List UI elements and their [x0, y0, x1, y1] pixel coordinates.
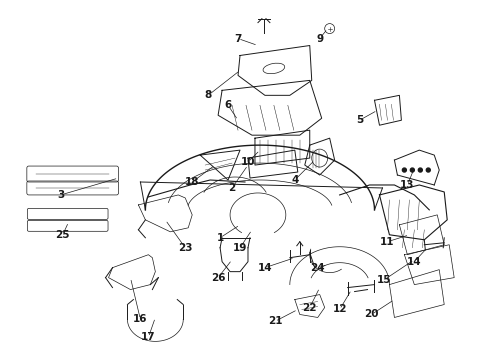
Text: 14: 14 [407, 257, 422, 267]
Circle shape [402, 168, 406, 172]
Text: 16: 16 [133, 314, 147, 324]
Text: 25: 25 [55, 230, 70, 240]
Text: 1: 1 [217, 233, 224, 243]
Text: 3: 3 [57, 190, 64, 200]
Text: 19: 19 [233, 243, 247, 253]
Text: 13: 13 [400, 180, 415, 190]
Text: 6: 6 [224, 100, 232, 110]
Text: 15: 15 [377, 275, 392, 285]
Text: 21: 21 [268, 316, 282, 327]
Text: 11: 11 [380, 237, 395, 247]
Circle shape [418, 168, 422, 172]
Circle shape [426, 168, 430, 172]
Text: 2: 2 [228, 183, 236, 193]
Text: 14: 14 [258, 263, 272, 273]
Text: 4: 4 [291, 175, 298, 185]
Text: 22: 22 [302, 302, 317, 312]
Text: 23: 23 [178, 243, 193, 253]
Text: 9: 9 [316, 33, 323, 44]
Text: 24: 24 [310, 263, 325, 273]
Text: 17: 17 [141, 332, 156, 342]
Text: 7: 7 [234, 33, 242, 44]
Text: 18: 18 [185, 177, 199, 187]
Text: 10: 10 [241, 157, 255, 167]
Text: 26: 26 [211, 273, 225, 283]
Circle shape [410, 168, 415, 172]
Text: 8: 8 [204, 90, 212, 100]
Text: 5: 5 [356, 115, 363, 125]
Text: 12: 12 [332, 305, 347, 315]
Text: 20: 20 [364, 310, 379, 319]
